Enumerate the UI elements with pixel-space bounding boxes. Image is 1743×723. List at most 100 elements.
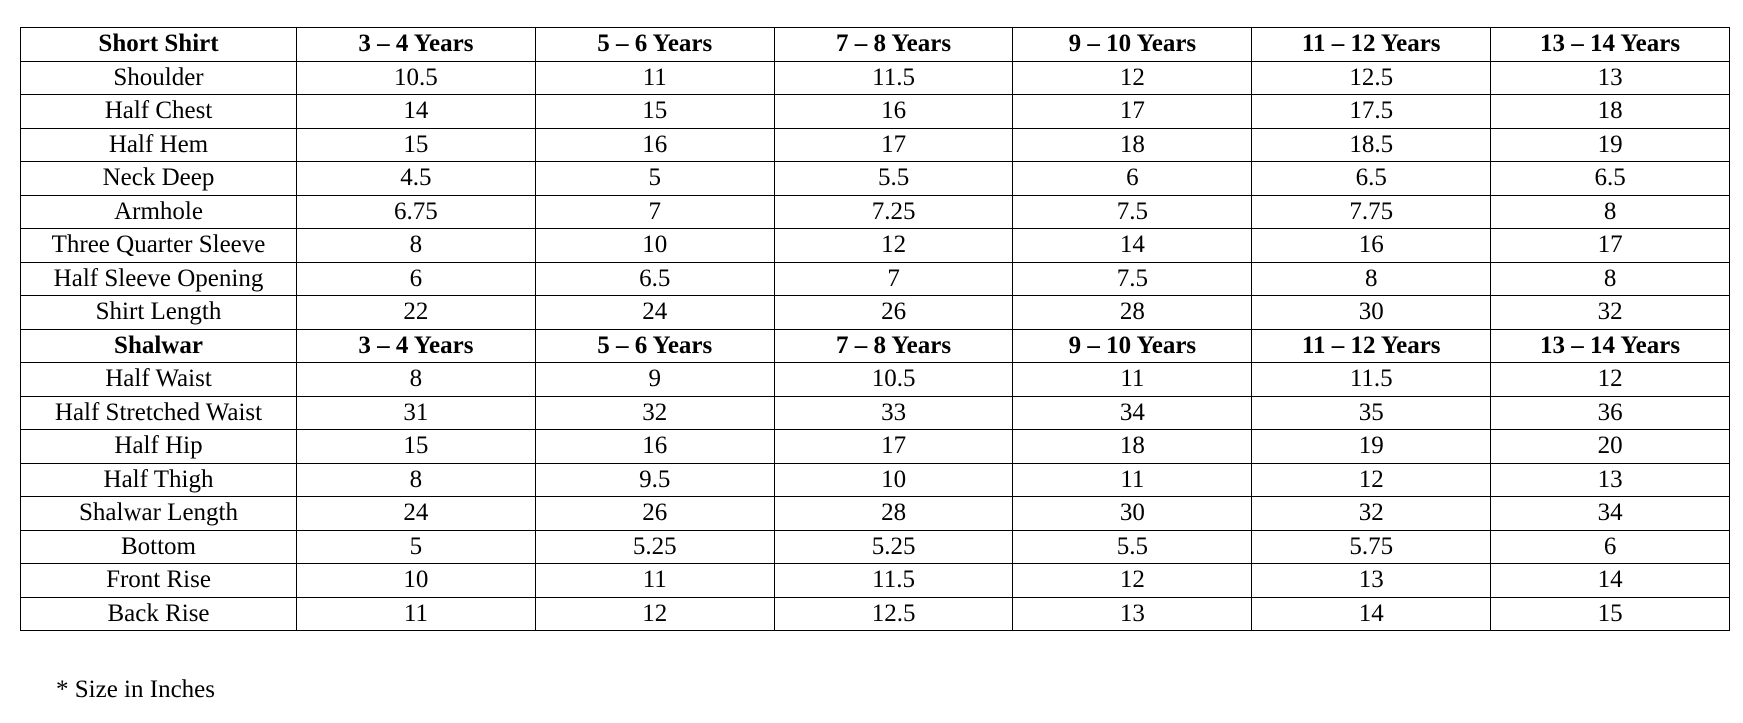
- table-cell: 18.5: [1251, 127, 1492, 162]
- footnote: * Size in Inches: [56, 676, 215, 703]
- table-cell: 18: [1012, 127, 1253, 162]
- table-cell: 5.5: [1012, 529, 1253, 564]
- table-cell: 24: [296, 496, 536, 531]
- column-header: 9 – 10 Years: [1012, 27, 1253, 62]
- table-cell: 4.5: [296, 161, 536, 196]
- table-cell: 11: [296, 596, 536, 631]
- table-cell: 5.25: [534, 529, 775, 564]
- table-cell: 14: [1251, 596, 1492, 631]
- row-label: Shalwar Length: [20, 496, 297, 531]
- row-label: Half Hem: [20, 127, 297, 162]
- row-label: Half Stretched Waist: [20, 395, 297, 430]
- table-cell: 19: [1251, 429, 1492, 464]
- table-cell: 32: [1490, 295, 1730, 330]
- table-cell: 20: [1490, 429, 1730, 464]
- table-cell: 16: [1251, 228, 1492, 263]
- table-cell: 14: [296, 94, 536, 129]
- table-cell: 12: [1251, 462, 1492, 497]
- table-cell: 7: [773, 261, 1014, 296]
- table-cell: 28: [1012, 295, 1253, 330]
- table-cell: 8: [1490, 261, 1730, 296]
- section-title: Short Shirt: [20, 27, 297, 62]
- table-cell: 16: [534, 429, 775, 464]
- table-cell: 8: [296, 462, 536, 497]
- table-cell: 5.75: [1251, 529, 1492, 564]
- table-cell: 9.5: [534, 462, 775, 497]
- row-label: Bottom: [20, 529, 297, 564]
- row-label: Half Sleeve Opening: [20, 261, 297, 296]
- column-header: 11 – 12 Years: [1251, 328, 1492, 363]
- table-cell: 8: [296, 228, 536, 263]
- table-row: Bottom 5 5.25 5.25 5.5 5.75 6: [20, 529, 1730, 564]
- row-label: Front Rise: [20, 563, 297, 598]
- table-cell: 13: [1251, 563, 1492, 598]
- table-cell: 14: [1490, 563, 1730, 598]
- column-header: 9 – 10 Years: [1012, 328, 1253, 363]
- table-cell: 5.25: [773, 529, 1014, 564]
- table-row: Half Sleeve Opening 6 6.5 7 7.5 8 8: [20, 261, 1730, 296]
- table-cell: 18: [1490, 94, 1730, 129]
- row-label: Three Quarter Sleeve: [20, 228, 297, 263]
- table-cell: 31: [296, 395, 536, 430]
- table-cell: 26: [534, 496, 775, 531]
- table-cell: 32: [1251, 496, 1492, 531]
- table-row: Half Thigh 8 9.5 10 11 12 13: [20, 462, 1730, 497]
- table-cell: 30: [1012, 496, 1253, 531]
- table-cell: 15: [534, 94, 775, 129]
- column-header: 13 – 14 Years: [1490, 27, 1730, 62]
- table-cell: 17: [1012, 94, 1253, 129]
- table-cell: 18: [1012, 429, 1253, 464]
- column-header: 7 – 8 Years: [773, 328, 1014, 363]
- table-cell: 6.5: [1490, 161, 1730, 196]
- table-cell: 6.75: [296, 194, 536, 229]
- table-cell: 35: [1251, 395, 1492, 430]
- table-cell: 7.25: [773, 194, 1014, 229]
- table-cell: 12: [1012, 60, 1253, 95]
- table-cell: 26: [773, 295, 1014, 330]
- row-label: Half Hip: [20, 429, 297, 464]
- table-row: Armhole 6.75 7 7.25 7.5 7.75 8: [20, 194, 1730, 229]
- column-header: 5 – 6 Years: [534, 27, 775, 62]
- table-cell: 10.5: [773, 362, 1014, 397]
- table-cell: 6: [1490, 529, 1730, 564]
- table-cell: 7.5: [1012, 261, 1253, 296]
- table-cell: 19: [1490, 127, 1730, 162]
- table-cell: 7: [534, 194, 775, 229]
- table-cell: 6: [1012, 161, 1253, 196]
- row-label: Armhole: [20, 194, 297, 229]
- table-cell: 9: [534, 362, 775, 397]
- table-cell: 15: [296, 127, 536, 162]
- table-cell: 16: [534, 127, 775, 162]
- table-cell: 15: [1490, 596, 1730, 631]
- row-label: Half Thigh: [20, 462, 297, 497]
- table-cell: 12.5: [1251, 60, 1492, 95]
- table-cell: 5.5: [773, 161, 1014, 196]
- table-cell: 16: [773, 94, 1014, 129]
- table-cell: 7.5: [1012, 194, 1253, 229]
- table-cell: 14: [1012, 228, 1253, 263]
- table-cell: 8: [1490, 194, 1730, 229]
- table-cell: 10: [296, 563, 536, 598]
- table-cell: 15: [296, 429, 536, 464]
- table-cell: 17: [773, 429, 1014, 464]
- column-header: 3 – 4 Years: [296, 27, 536, 62]
- table-cell: 17: [1490, 228, 1730, 263]
- table-cell: 7.75: [1251, 194, 1492, 229]
- table-cell: 12: [773, 228, 1014, 263]
- row-label: Shirt Length: [20, 295, 297, 330]
- table-cell: 11: [534, 563, 775, 598]
- table-row: Shirt Length 22 24 26 28 30 32: [20, 295, 1730, 330]
- table-row: Half Hem 15 16 17 18 18.5 19: [20, 127, 1730, 162]
- table-cell: 34: [1012, 395, 1253, 430]
- size-table: Short Shirt 3 – 4 Years 5 – 6 Years 7 – 8 Y…: [20, 27, 1730, 631]
- table-cell: 11: [534, 60, 775, 95]
- table-cell: 30: [1251, 295, 1492, 330]
- table-cell: 11.5: [773, 60, 1014, 95]
- table-cell: 6: [296, 261, 536, 296]
- table-row: Front Rise 10 11 11.5 12 13 14: [20, 563, 1730, 598]
- table-row: Back Rise 11 12 12.5 13 14 15: [20, 596, 1730, 631]
- table-cell: 28: [773, 496, 1014, 531]
- table-cell: 17: [773, 127, 1014, 162]
- table-cell: 13: [1012, 596, 1253, 631]
